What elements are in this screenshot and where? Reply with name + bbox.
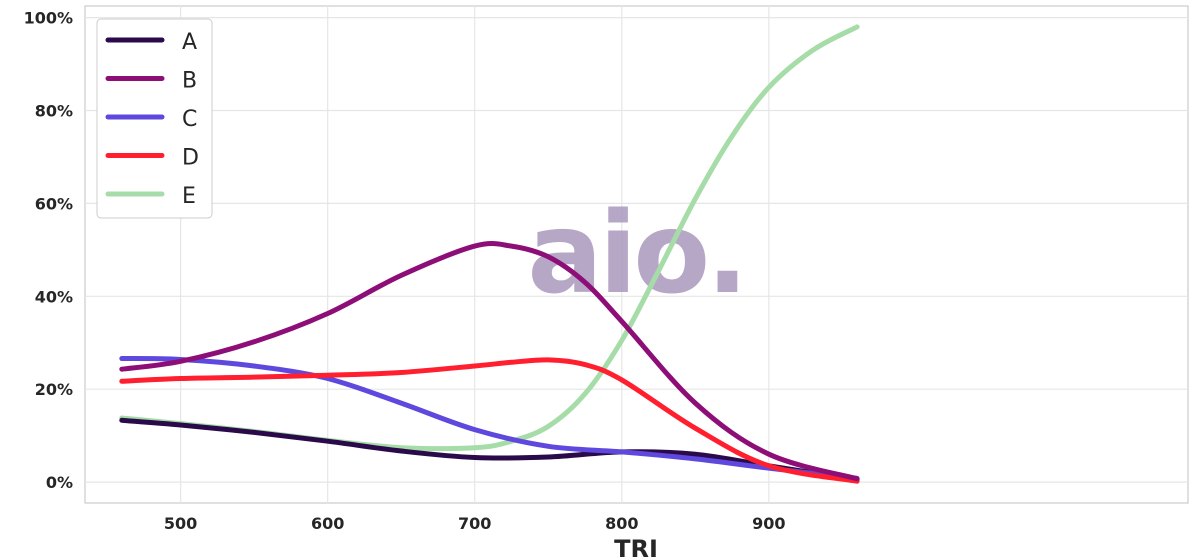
y-tick-label: 100% bbox=[24, 9, 73, 28]
svg-text:aio.: aio. bbox=[527, 189, 744, 319]
y-tick-label: 40% bbox=[35, 287, 73, 306]
y-tick-label: 20% bbox=[35, 380, 73, 399]
y-tick-label: 80% bbox=[35, 102, 73, 121]
grid-lines bbox=[85, 6, 1188, 503]
x-tick-labels: 500 600 700 800 900 bbox=[164, 514, 786, 533]
y-tick-label: 0% bbox=[46, 473, 73, 492]
plot-area bbox=[84, 5, 1189, 504]
series-line-b bbox=[119, 241, 860, 482]
legend-label-b: B bbox=[182, 69, 197, 94]
watermark-logo: aio. bbox=[527, 189, 748, 319]
legend-label-c: C bbox=[182, 107, 197, 132]
y-tick-label: 60% bbox=[35, 194, 73, 213]
x-tick-label: 600 bbox=[311, 514, 344, 533]
series-lines bbox=[119, 24, 860, 484]
x-tick-label: 800 bbox=[605, 514, 638, 533]
legend-label-a: A bbox=[182, 30, 197, 55]
series-line-a bbox=[119, 417, 860, 483]
x-tick-label: 500 bbox=[164, 514, 197, 533]
series-line-d bbox=[119, 357, 860, 484]
x-axis-title: TRI bbox=[614, 535, 658, 560]
x-tick-label: 700 bbox=[458, 514, 491, 533]
legend-label-e: E bbox=[182, 184, 196, 209]
legend-label-d: D bbox=[182, 146, 199, 171]
x-tick-label: 900 bbox=[752, 514, 785, 533]
y-tick-labels: 0% 20% 40% 60% 80% 100% bbox=[24, 9, 73, 492]
series-line-c bbox=[119, 356, 860, 481]
